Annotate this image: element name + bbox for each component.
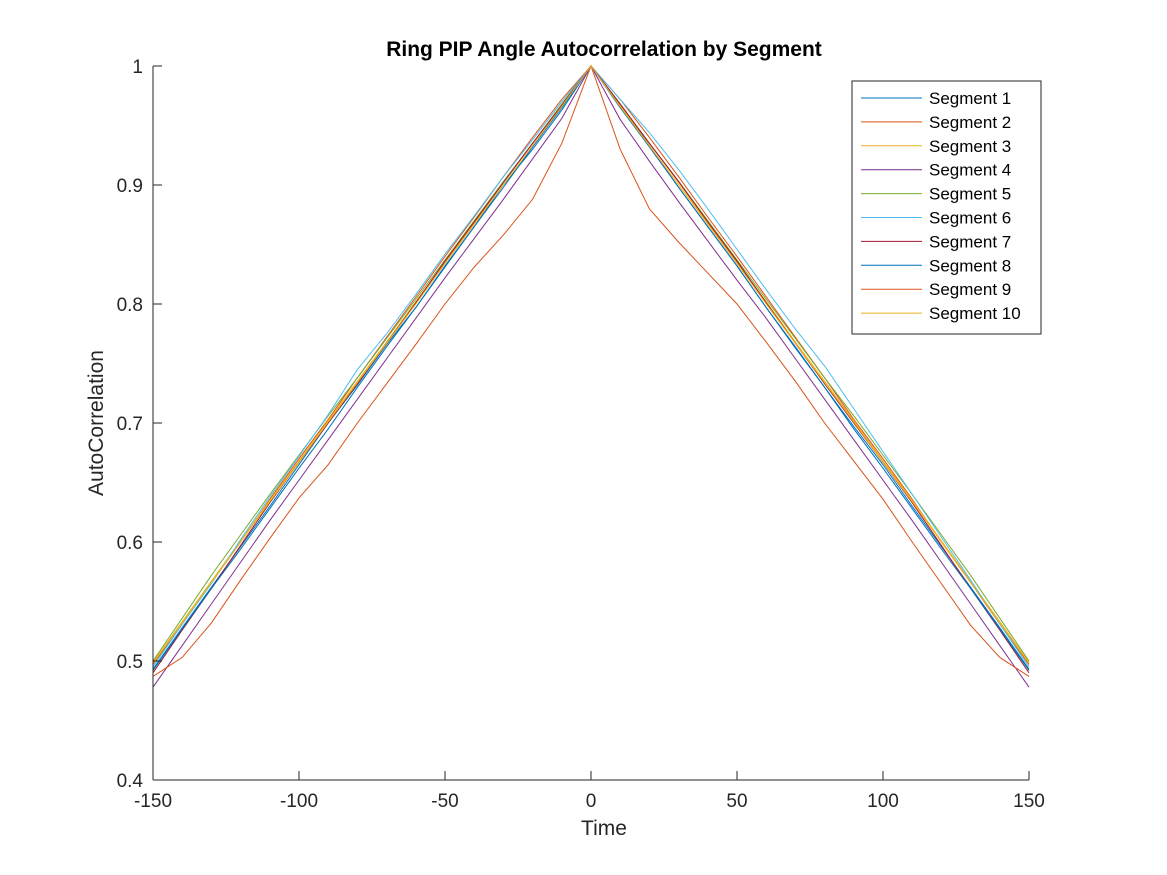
y-tick-label: 0.6 bbox=[117, 533, 143, 554]
y-axis-title: AutoCorrelation bbox=[85, 350, 108, 496]
y-tick-label: 0.4 bbox=[117, 771, 144, 792]
legend-label: Segment 7 bbox=[929, 232, 1011, 251]
legend-box bbox=[851, 80, 1042, 335]
legend-label: Segment 3 bbox=[929, 137, 1011, 156]
legend-label: Segment 10 bbox=[929, 304, 1021, 323]
legend-label: Segment 6 bbox=[929, 209, 1011, 228]
x-axis-title: Time bbox=[581, 817, 627, 840]
y-tick-label: 0.8 bbox=[117, 295, 143, 316]
y-tick-label: 0.5 bbox=[117, 652, 143, 673]
x-tick-label: -100 bbox=[280, 791, 318, 812]
legend-label: Segment 9 bbox=[929, 280, 1011, 299]
x-tick-label: 150 bbox=[1013, 791, 1045, 812]
x-tick-label: 0 bbox=[586, 791, 597, 812]
x-tick-label: -50 bbox=[431, 791, 458, 812]
chart-title: Ring PIP Angle Autocorrelation by Segmen… bbox=[386, 38, 822, 61]
x-tick-label: -150 bbox=[134, 791, 172, 812]
series-line-10 bbox=[152, 65, 1030, 664]
legend: Segment 1 Segment 2 Segment 3 Segment 4 Segm… bbox=[851, 80, 1042, 335]
y-tick-label: 1 bbox=[132, 57, 143, 78]
x-tick-label: 100 bbox=[867, 791, 899, 812]
x-tick-label: 50 bbox=[726, 791, 747, 812]
axes: -150 -100 -50 0 50 100 150 0.4 0.5 0.6 0.7 0.8 0.9 1 bbox=[117, 57, 1045, 812]
legend-label: Segment 8 bbox=[929, 256, 1011, 275]
plot-area bbox=[152, 64, 1030, 688]
legend-label: Segment 4 bbox=[929, 161, 1011, 180]
y-tick-label: 0.7 bbox=[117, 414, 143, 435]
legend-label: Segment 1 bbox=[929, 89, 1011, 108]
y-tick-label: 0.9 bbox=[117, 176, 143, 197]
legend-label: Segment 2 bbox=[929, 113, 1011, 132]
legend-label: Segment 5 bbox=[929, 185, 1011, 204]
